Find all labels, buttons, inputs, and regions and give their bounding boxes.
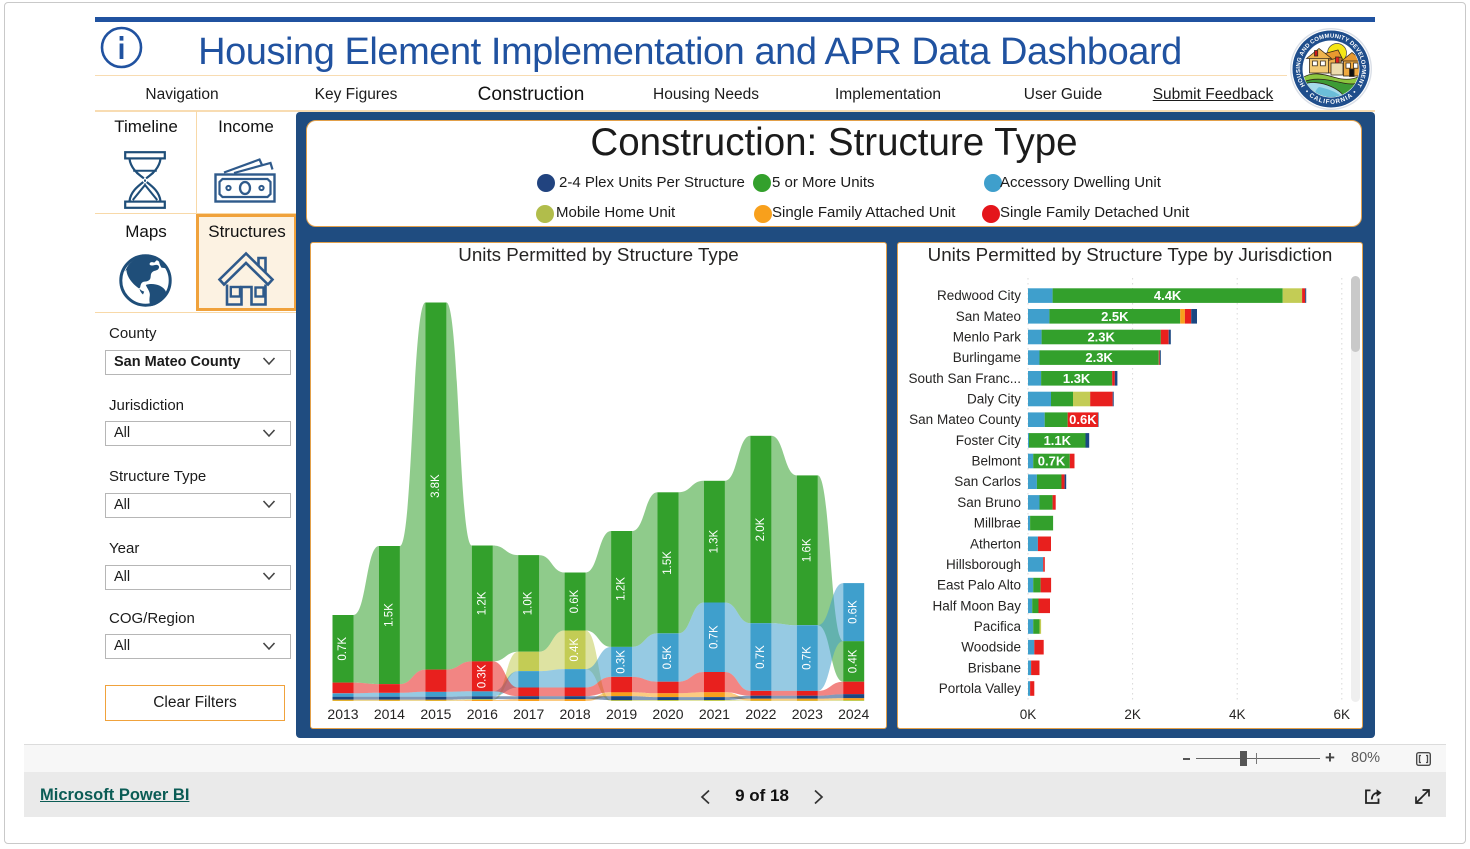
svg-text:0.6K: 0.6K: [1069, 412, 1097, 427]
svg-text:2020: 2020: [652, 706, 683, 722]
svg-text:1.3K: 1.3K: [708, 529, 720, 553]
svg-text:2022: 2022: [745, 706, 776, 722]
svg-text:1.5K: 1.5K: [662, 551, 674, 575]
svg-text:0.6K: 0.6K: [847, 600, 859, 624]
svg-text:Pacifica: Pacifica: [974, 619, 1022, 634]
svg-text:1.1K: 1.1K: [1044, 433, 1072, 448]
svg-text:East Palo Alto: East Palo Alto: [937, 578, 1021, 593]
svg-text:Atherton: Atherton: [970, 536, 1021, 551]
svg-text:0.4K: 0.4K: [847, 649, 859, 673]
svg-text:Millbrae: Millbrae: [974, 516, 1021, 531]
svg-text:2014: 2014: [373, 706, 404, 722]
svg-text:Menlo Park: Menlo Park: [953, 330, 1022, 345]
svg-text:6K: 6K: [1334, 707, 1351, 722]
svg-text:0.3K: 0.3K: [615, 650, 627, 674]
svg-text:Woodside: Woodside: [961, 640, 1021, 655]
svg-text:Burlingame: Burlingame: [953, 350, 1021, 365]
svg-text:0.7K: 0.7K: [1038, 454, 1066, 469]
svg-text:South San Franc...: South San Franc...: [908, 371, 1021, 386]
svg-text:2.3K: 2.3K: [1085, 350, 1113, 365]
svg-text:2015: 2015: [420, 706, 451, 722]
svg-text:0.6K: 0.6K: [569, 589, 581, 613]
svg-text:2021: 2021: [698, 706, 729, 722]
svg-text:Brisbane: Brisbane: [968, 660, 1021, 675]
svg-text:0.7K: 0.7K: [754, 645, 766, 669]
svg-text:Daly City: Daly City: [967, 392, 1021, 407]
svg-text:1.2K: 1.2K: [476, 591, 488, 615]
svg-text:0.7K: 0.7K: [801, 646, 813, 670]
svg-text:4K: 4K: [1229, 707, 1246, 722]
svg-text:4.4K: 4.4K: [1154, 288, 1182, 303]
svg-text:1.3K: 1.3K: [1063, 371, 1091, 386]
svg-text:2024: 2024: [838, 706, 869, 722]
svg-text:Hillsborough: Hillsborough: [946, 557, 1021, 572]
svg-text:2.5K: 2.5K: [1101, 309, 1129, 324]
svg-text:2016: 2016: [466, 706, 497, 722]
svg-text:2.3K: 2.3K: [1087, 330, 1115, 345]
svg-text:San Carlos: San Carlos: [954, 474, 1021, 489]
svg-text:2017: 2017: [513, 706, 544, 722]
svg-text:1.6K: 1.6K: [801, 538, 813, 562]
svg-text:2023: 2023: [791, 706, 822, 722]
svg-text:1.0K: 1.0K: [522, 591, 534, 615]
svg-text:Belmont: Belmont: [971, 454, 1021, 469]
svg-text:Half Moon Bay: Half Moon Bay: [932, 598, 1021, 613]
svg-text:3.8K: 3.8K: [429, 474, 441, 498]
svg-text:2013: 2013: [327, 706, 358, 722]
svg-text:Portola Valley: Portola Valley: [939, 681, 1022, 696]
svg-text:1.2K: 1.2K: [615, 577, 627, 601]
svg-text:0.4K: 0.4K: [569, 638, 581, 662]
svg-text:2.0K: 2.0K: [754, 517, 766, 541]
svg-text:1.5K: 1.5K: [383, 603, 395, 627]
svg-text:0.5K: 0.5K: [662, 645, 674, 669]
svg-text:San Bruno: San Bruno: [957, 495, 1021, 510]
svg-text:2018: 2018: [559, 706, 590, 722]
svg-text:0.7K: 0.7K: [337, 637, 349, 661]
svg-text:2K: 2K: [1124, 707, 1141, 722]
svg-text:Redwood City: Redwood City: [937, 288, 1021, 303]
svg-text:San Mateo County: San Mateo County: [909, 412, 1021, 427]
svg-text:0.7K: 0.7K: [708, 625, 720, 649]
svg-text:San Mateo: San Mateo: [956, 309, 1021, 324]
svg-text:0.3K: 0.3K: [476, 664, 488, 688]
svg-text:2019: 2019: [606, 706, 637, 722]
svg-text:0K: 0K: [1020, 707, 1037, 722]
svg-text:Foster City: Foster City: [956, 433, 1022, 448]
